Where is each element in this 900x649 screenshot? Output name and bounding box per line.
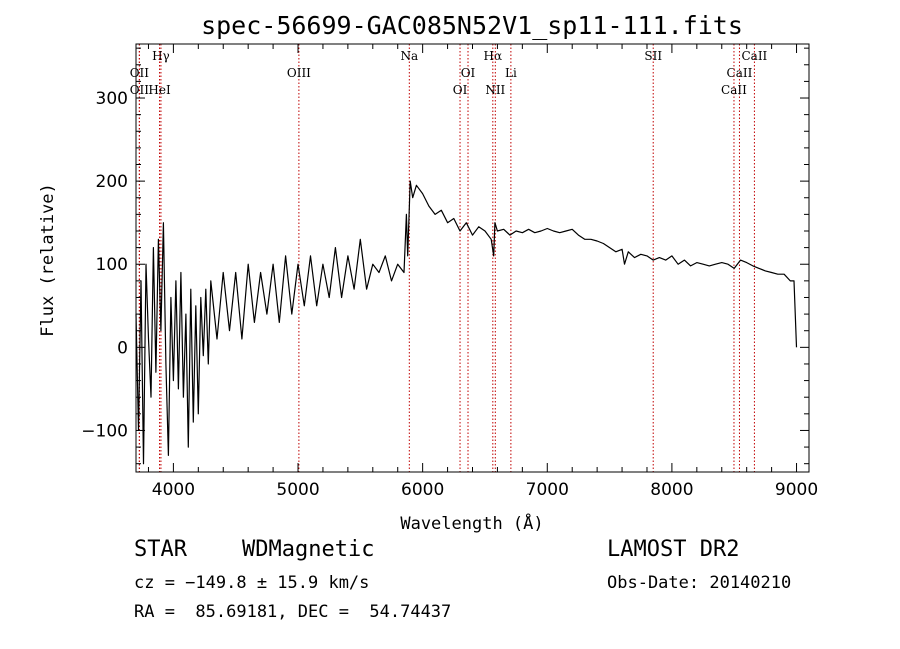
object-subclass: WDMagnetic [242, 537, 375, 562]
x-tick-label: 8000 [650, 480, 693, 500]
x-axis-label: Wavelength (Å) [400, 512, 543, 534]
x-tick-label: 4000 [152, 480, 195, 500]
spectral-line-label: CaII [727, 66, 753, 80]
x-tick-label: 7000 [526, 480, 569, 500]
spectral-line-label: Li [505, 66, 517, 80]
x-tick-label: 6000 [401, 480, 444, 500]
spectral-line-label: HeI [148, 83, 171, 97]
y-tick-label: 200 [96, 172, 128, 192]
spectral-line-label: OI [461, 66, 476, 80]
y-tick-label: 300 [96, 89, 128, 109]
y-tick-label: 0 [117, 338, 128, 358]
spectral-line-label: CaII [721, 83, 747, 97]
object-class: STAR [134, 537, 187, 562]
spectral-line-label: Na [400, 49, 418, 63]
y-tick-label: −100 [81, 421, 128, 441]
redshift-velocity: cz = −149.8 ± 15.9 km/s [134, 573, 370, 593]
spectral-line-label: Hα [484, 49, 503, 63]
spectral-line-label: OIII [287, 66, 311, 80]
plot-frame [135, 43, 810, 473]
y-tick-label: 100 [96, 255, 128, 275]
x-tick-label: 5000 [276, 480, 319, 500]
spectral-line-label: Hγ [152, 49, 170, 63]
spectral-line-label: OII [130, 83, 150, 97]
observation-date: Obs-Date: 20140210 [607, 573, 792, 593]
spectrum-series [135, 180, 798, 465]
spectral-line-label: SII [644, 49, 662, 63]
x-tick-label: 9000 [775, 480, 818, 500]
spectral-line-label: NII [485, 83, 505, 97]
coordinates: RA = 85.69181, DEC = 54.74437 [134, 602, 452, 622]
spectral-line-label: OI [453, 83, 468, 97]
chart-title: spec-56699-GAC085N52V1_sp11-111.fits [201, 11, 743, 40]
spectral-line-label: CaII [741, 49, 767, 63]
y-axis-label: Flux (relative) [38, 183, 58, 337]
survey-name: LAMOST DR2 [607, 537, 740, 562]
